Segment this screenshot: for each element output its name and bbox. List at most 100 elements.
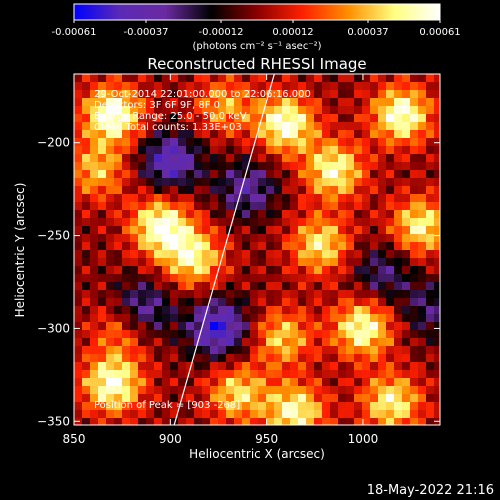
heatmap-cell bbox=[434, 306, 440, 314]
heatmap-cell bbox=[330, 162, 338, 170]
heatmap-cell bbox=[138, 338, 146, 346]
heatmap-cell bbox=[178, 154, 186, 162]
heatmap-cell bbox=[202, 290, 210, 298]
heatmap-cell bbox=[370, 114, 378, 122]
heatmap-cell bbox=[282, 226, 290, 234]
heatmap-cell bbox=[226, 274, 234, 282]
heatmap-cell bbox=[146, 106, 154, 114]
heatmap-cell bbox=[218, 74, 226, 82]
heatmap-cell bbox=[346, 378, 354, 386]
heatmap-cell bbox=[82, 306, 90, 314]
heatmap-cell bbox=[274, 106, 282, 114]
heatmap-cell bbox=[90, 306, 98, 314]
heatmap-cell bbox=[394, 418, 402, 425]
heatmap-cell bbox=[82, 274, 90, 282]
heatmap-cell bbox=[338, 338, 346, 346]
heatmap-cell bbox=[346, 322, 354, 330]
heatmap-cell bbox=[418, 410, 426, 418]
heatmap-cell bbox=[306, 130, 314, 138]
heatmap-cell bbox=[322, 362, 330, 370]
heatmap-cell bbox=[178, 274, 186, 282]
heatmap-cell bbox=[418, 282, 426, 290]
heatmap-cell bbox=[338, 322, 346, 330]
heatmap-cell bbox=[250, 306, 258, 314]
heatmap-cell bbox=[106, 418, 114, 425]
heatmap-cell bbox=[82, 186, 90, 194]
heatmap-cell bbox=[274, 258, 282, 266]
heatmap-cell bbox=[178, 218, 186, 226]
heatmap-cell bbox=[226, 402, 234, 410]
heatmap-cell bbox=[138, 90, 146, 98]
heatmap-cell bbox=[170, 146, 178, 154]
heatmap-cell bbox=[194, 354, 202, 362]
heatmap-cell bbox=[378, 402, 386, 410]
heatmap-cell bbox=[338, 170, 346, 178]
heatmap-cell bbox=[162, 106, 170, 114]
heatmap-cell bbox=[234, 386, 242, 394]
heatmap-cell bbox=[226, 290, 234, 298]
heatmap-cell bbox=[282, 378, 290, 386]
heatmap-cell bbox=[410, 114, 418, 122]
heatmap-cell bbox=[274, 162, 282, 170]
heatmap-cell bbox=[410, 346, 418, 354]
heatmap-cell bbox=[194, 234, 202, 242]
heatmap-cell bbox=[338, 258, 346, 266]
heatmap-cell bbox=[146, 202, 154, 210]
heatmap-cell bbox=[194, 146, 202, 154]
heatmap-cell bbox=[258, 218, 266, 226]
heatmap-cell bbox=[234, 242, 242, 250]
heatmap-cell bbox=[418, 354, 426, 362]
heatmap-cell bbox=[98, 186, 106, 194]
heatmap-cell bbox=[378, 338, 386, 346]
heatmap-cell bbox=[434, 266, 440, 274]
heatmap-cell bbox=[410, 266, 418, 274]
heatmap-cell bbox=[122, 338, 130, 346]
heatmap-cell bbox=[226, 322, 234, 330]
heatmap-cell bbox=[258, 162, 266, 170]
heatmap-cell bbox=[218, 306, 226, 314]
heatmap-cell bbox=[258, 154, 266, 162]
heatmap-cell bbox=[162, 314, 170, 322]
heatmap-cell bbox=[90, 250, 98, 258]
heatmap-cell bbox=[282, 194, 290, 202]
heatmap-cell bbox=[226, 82, 234, 90]
heatmap-cell bbox=[82, 226, 90, 234]
heatmap-cell bbox=[370, 346, 378, 354]
heatmap-cell bbox=[202, 170, 210, 178]
heatmap-cell bbox=[234, 178, 242, 186]
heatmap-cell bbox=[218, 322, 226, 330]
heatmap-cell bbox=[322, 242, 330, 250]
heatmap-cell bbox=[386, 146, 394, 154]
heatmap-cell bbox=[386, 170, 394, 178]
heatmap-cell bbox=[274, 306, 282, 314]
heatmap-cell bbox=[386, 410, 394, 418]
heatmap-cell bbox=[98, 274, 106, 282]
heatmap-cell bbox=[242, 410, 250, 418]
heatmap-cell bbox=[266, 138, 274, 146]
heatmap-cell bbox=[202, 330, 210, 338]
heatmap-cell bbox=[242, 146, 250, 154]
heatmap-cell bbox=[146, 338, 154, 346]
heatmap-cell bbox=[434, 402, 440, 410]
heatmap-cell bbox=[314, 130, 322, 138]
heatmap-cell bbox=[394, 346, 402, 354]
heatmap-cell bbox=[298, 362, 306, 370]
heatmap-cell bbox=[154, 194, 162, 202]
heatmap-cell bbox=[370, 322, 378, 330]
heatmap-cell bbox=[138, 266, 146, 274]
heatmap-cell bbox=[138, 178, 146, 186]
heatmap-cell bbox=[210, 410, 218, 418]
heatmap-cell bbox=[402, 354, 410, 362]
heatmap-cell bbox=[138, 330, 146, 338]
heatmap-cell bbox=[258, 322, 266, 330]
heatmap-cell bbox=[98, 370, 106, 378]
heatmap-cell bbox=[378, 218, 386, 226]
heatmap-cell bbox=[258, 146, 266, 154]
heatmap-cell bbox=[106, 218, 114, 226]
heatmap-cell bbox=[138, 346, 146, 354]
heatmap-cell bbox=[194, 218, 202, 226]
heatmap-cell bbox=[354, 106, 362, 114]
heatmap-cell bbox=[74, 74, 82, 82]
heatmap-cell bbox=[282, 114, 290, 122]
heatmap-cell bbox=[298, 290, 306, 298]
